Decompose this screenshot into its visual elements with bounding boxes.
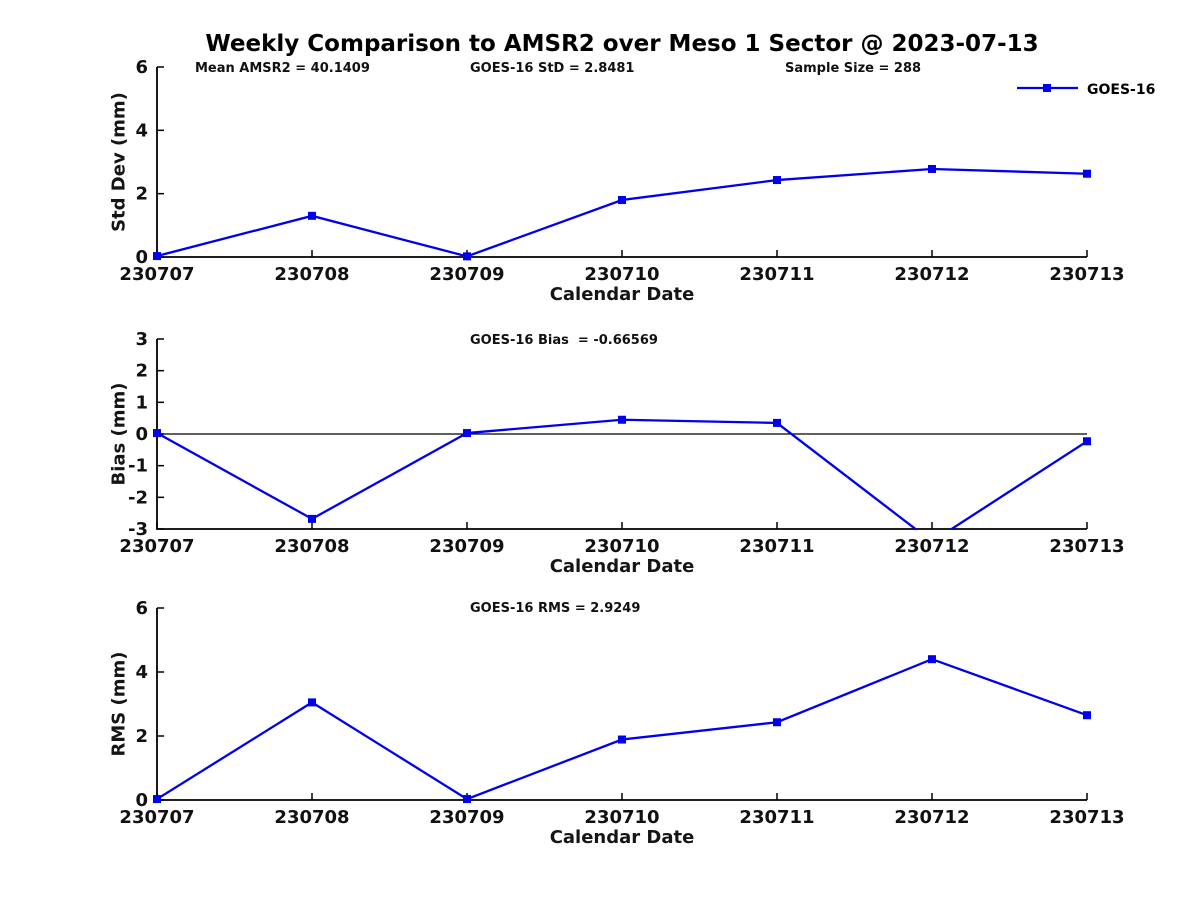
y-tick-label: 0 bbox=[135, 790, 148, 811]
series-goes16 bbox=[153, 164, 1091, 261]
y-axis-label-bias: Bias (mm) bbox=[108, 382, 130, 486]
data-point-marker bbox=[463, 252, 471, 261]
y-axis-label-rms: RMS (mm) bbox=[108, 651, 130, 757]
y-axis-label-stddev: Std Dev (mm) bbox=[108, 92, 130, 232]
x-tick-label: 230712 bbox=[894, 264, 969, 285]
data-point-marker bbox=[153, 795, 161, 804]
data-point-marker bbox=[618, 196, 626, 204]
y-tick-label: -3 bbox=[128, 519, 148, 540]
y-tick-label: 3 bbox=[135, 329, 148, 350]
y-tick-label: 4 bbox=[135, 662, 148, 683]
series-line bbox=[156, 657, 1088, 801]
data-point-marker bbox=[463, 429, 471, 438]
x-tick-label: 230709 bbox=[429, 807, 504, 828]
x-tick-label: 230709 bbox=[429, 536, 504, 557]
x-tick-label: 230710 bbox=[584, 264, 659, 285]
x-tick-label: 230709 bbox=[429, 264, 504, 285]
x-tick-label: 230708 bbox=[274, 264, 349, 285]
x-tick-label: 230710 bbox=[584, 536, 659, 557]
data-point-marker bbox=[773, 176, 781, 185]
y-tick-label: 4 bbox=[135, 120, 148, 141]
x-tick-label: 230708 bbox=[274, 807, 349, 828]
legend-marker-icon bbox=[1043, 84, 1051, 92]
annotation-mean-amsr2: Mean AMSR2 = 40.1409 bbox=[195, 61, 370, 76]
axes-spines bbox=[156, 67, 1087, 258]
data-point-marker bbox=[618, 735, 626, 744]
y-tick-label: 2 bbox=[135, 361, 148, 382]
data-point-marker bbox=[153, 429, 161, 438]
series-goes16 bbox=[153, 655, 1091, 804]
x-tick-label: 230707 bbox=[119, 536, 194, 557]
data-point-marker bbox=[153, 252, 161, 261]
data-point-marker bbox=[308, 514, 316, 523]
y-tick-label: 2 bbox=[135, 726, 148, 747]
data-point-marker bbox=[773, 418, 781, 427]
annotation-sample-size: Sample Size = 288 bbox=[785, 61, 922, 76]
x-tick-label: 230707 bbox=[119, 264, 194, 285]
x-tick-label: 230711 bbox=[739, 536, 814, 557]
y-tick-label: 6 bbox=[135, 598, 148, 619]
x-tick-label: 230710 bbox=[584, 807, 659, 828]
legend-label: GOES-16 bbox=[1087, 82, 1155, 98]
y-tick-label: -2 bbox=[128, 487, 148, 508]
x-axis-label-bias: Calendar Date bbox=[549, 556, 695, 577]
y-tick-label: 6 bbox=[135, 57, 148, 78]
stddev-subplot: 0 2 4 6 230707 230708 230709 230710 230711 230712… bbox=[119, 57, 1155, 285]
data-point-marker bbox=[1083, 169, 1091, 178]
series-line bbox=[156, 167, 1088, 258]
x-axis-label-stddev: Calendar Date bbox=[549, 284, 695, 305]
y-tick-label: 1 bbox=[135, 392, 148, 413]
x-tick-label: 230712 bbox=[894, 807, 969, 828]
annotation-goes-rms: GOES-16 RMS = 2.9249 bbox=[470, 601, 641, 616]
x-tick-label: 230711 bbox=[739, 807, 814, 828]
x-tick-label: 230708 bbox=[274, 536, 349, 557]
data-point-marker bbox=[618, 415, 626, 424]
data-point-marker bbox=[1083, 437, 1091, 446]
y-tick-label: 2 bbox=[135, 184, 148, 205]
rms-subplot: 0 2 4 6 230707 230708 230709 230710 230711 230712… bbox=[119, 598, 1124, 828]
data-point-marker bbox=[928, 164, 936, 173]
y-tick-label: -1 bbox=[128, 456, 148, 477]
bias-subplot: -3 -2 -1 0 1 2 3 230707 230708 230709 230710 230711… bbox=[119, 329, 1124, 557]
x-tick-label: 230711 bbox=[739, 264, 814, 285]
data-point-marker bbox=[308, 698, 316, 707]
annotation-goes-bias: GOES-16 Bias = -0.66569 bbox=[470, 333, 658, 348]
figure-title: Weekly Comparison to AMSR2 over Meso 1 S… bbox=[205, 31, 1039, 57]
x-tick-label: 230713 bbox=[1049, 264, 1124, 285]
annotation-goes-std: GOES-16 StD = 2.8481 bbox=[470, 61, 635, 76]
y-tick-label: 0 bbox=[135, 247, 148, 268]
axes-spines bbox=[156, 608, 1087, 801]
x-axis-label-rms: Calendar Date bbox=[549, 827, 695, 848]
data-point-marker bbox=[773, 718, 781, 727]
data-point-marker bbox=[928, 655, 936, 664]
data-point-marker bbox=[463, 795, 471, 804]
series-goes16 bbox=[153, 415, 1091, 529]
data-point-marker bbox=[1083, 711, 1091, 720]
y-tick-label: 0 bbox=[135, 424, 148, 445]
x-tick-label: 230712 bbox=[894, 536, 969, 557]
x-tick-label: 230713 bbox=[1049, 807, 1124, 828]
data-point-marker bbox=[308, 211, 316, 220]
x-tick-label: 230713 bbox=[1049, 536, 1124, 557]
x-tick-label: 230707 bbox=[119, 807, 194, 828]
